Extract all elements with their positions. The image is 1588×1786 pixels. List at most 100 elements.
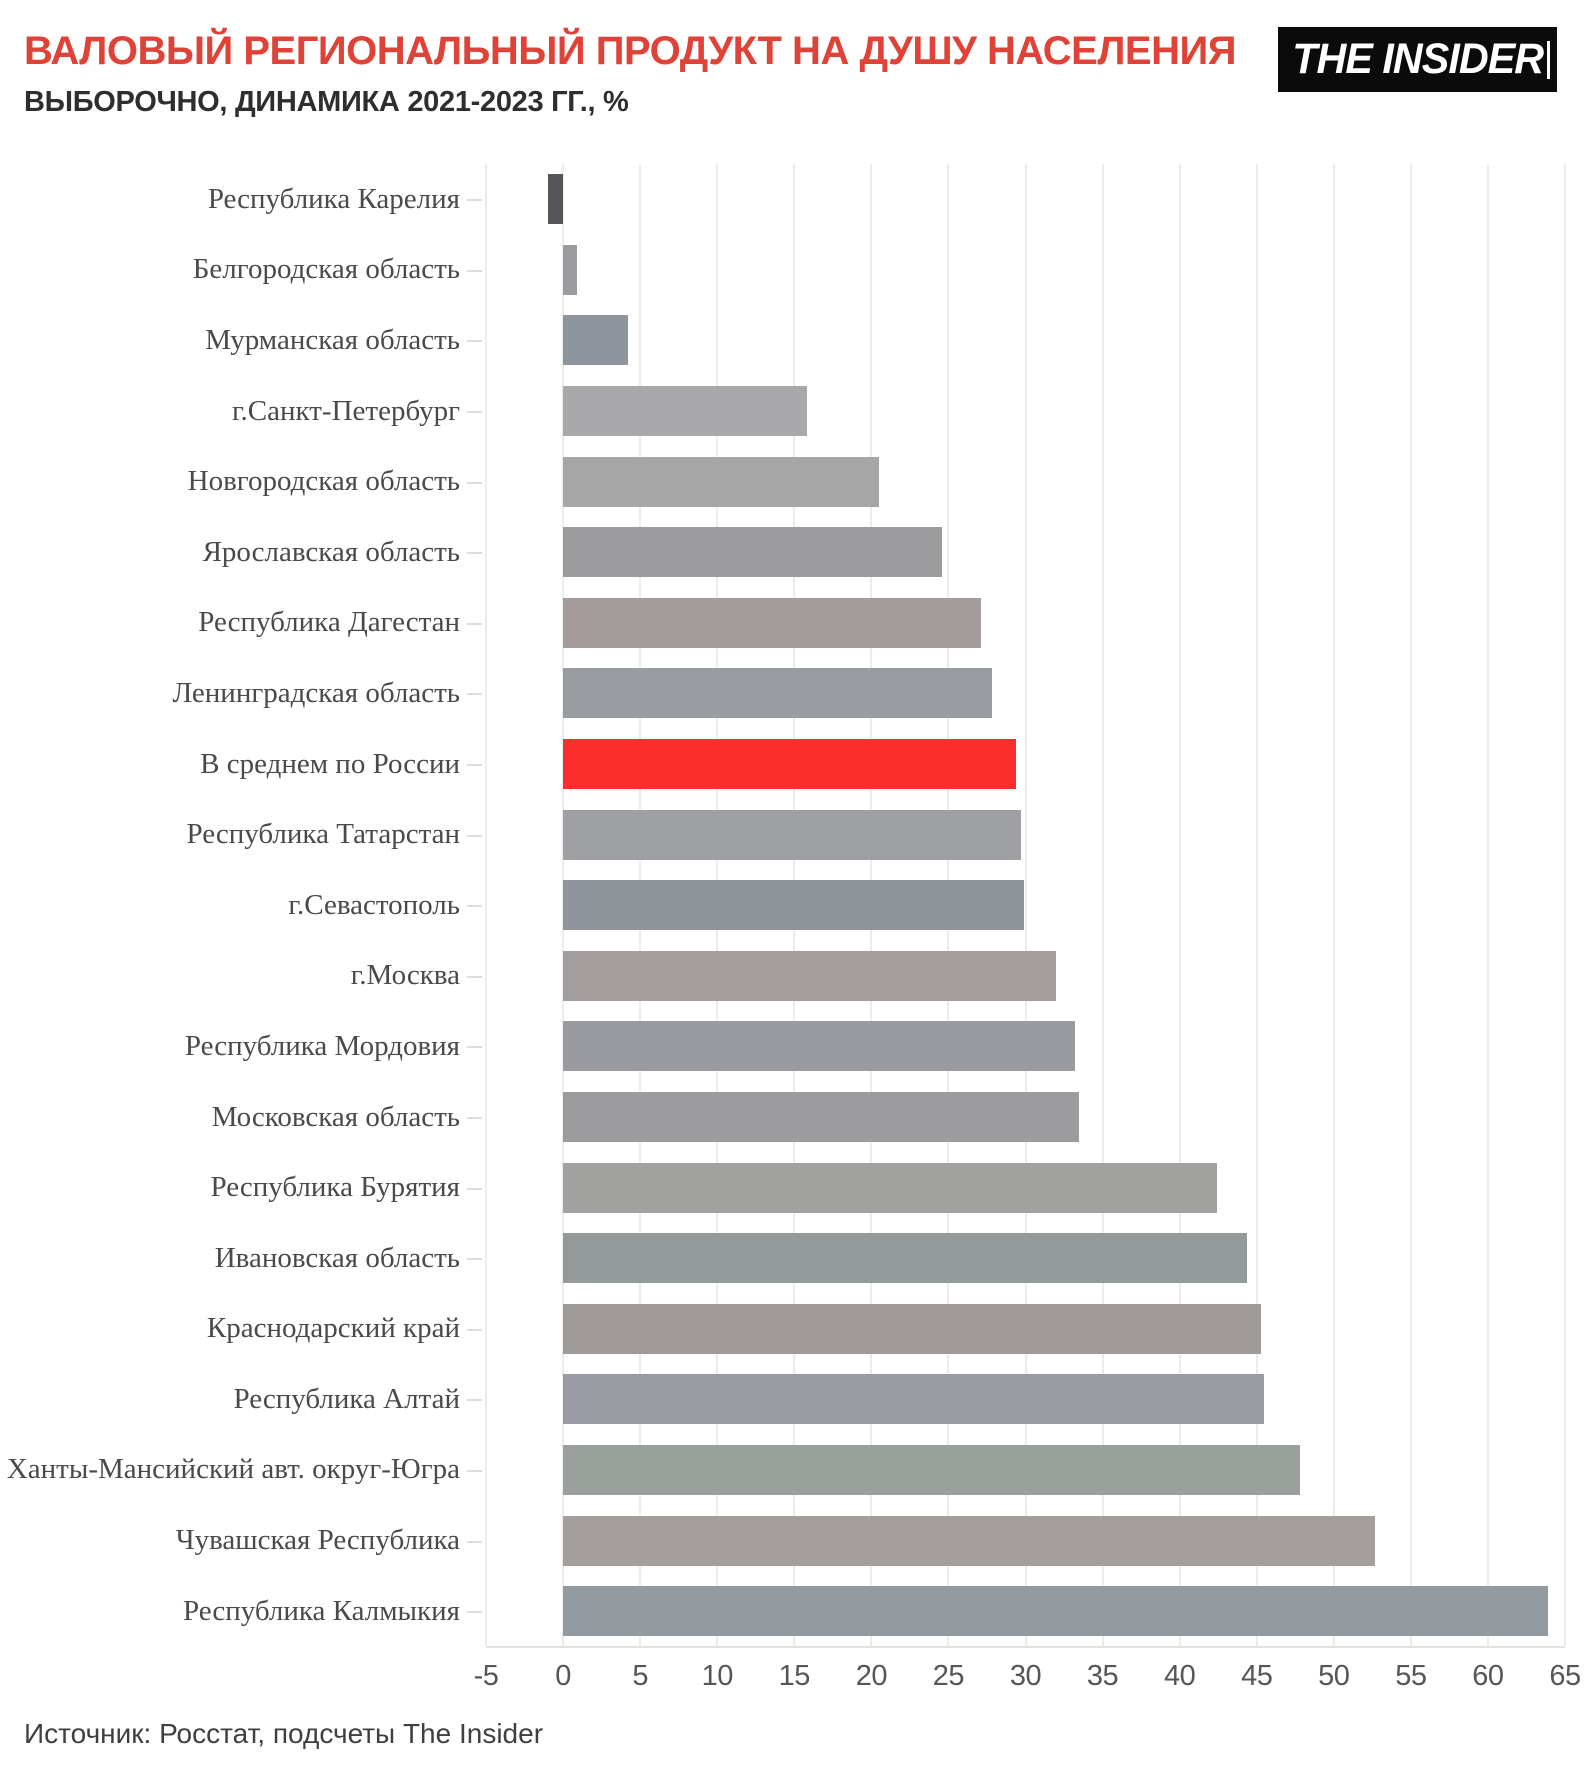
- category-label: Белгородская область: [0, 235, 486, 306]
- bar: [563, 668, 992, 719]
- category-tick-dash: [467, 834, 482, 837]
- gridline: [1101, 164, 1104, 1647]
- chart-row: [486, 1011, 1565, 1082]
- bar: [563, 244, 577, 295]
- category-tick-dash: [467, 1046, 482, 1049]
- gridline: [1255, 164, 1258, 1647]
- x-tick-label: 45: [1241, 1660, 1273, 1693]
- bar: [563, 597, 981, 648]
- gridline: [485, 164, 487, 1647]
- category-label: г.Москва: [0, 941, 486, 1012]
- category-label: Ивановская область: [0, 1223, 486, 1294]
- category-label: Новгородская область: [0, 446, 486, 517]
- x-tick-label: 10: [701, 1660, 734, 1693]
- chart-row: [486, 1223, 1565, 1294]
- chart-row: [486, 729, 1565, 800]
- plot-area: [485, 164, 1566, 1649]
- category-tick-dash: [467, 1258, 482, 1261]
- chart-row: [486, 1082, 1565, 1153]
- chart-title: ВАЛОВЫЙ РЕГИОНАЛЬНЫЙ ПРОДУКТ НА ДУШУ НАС…: [24, 29, 1236, 73]
- chart-subtitle: ВЫБОРОЧНО, ДИНАМИКА 2021-2023 ГГ., %: [24, 86, 629, 118]
- category-tick-dash: [467, 269, 482, 272]
- category-label: Республика Калмыкия: [0, 1576, 486, 1647]
- category-tick-dash: [467, 1328, 482, 1331]
- x-tick-label: 55: [1395, 1660, 1427, 1693]
- chart-row: [486, 799, 1565, 870]
- chart-row: [486, 1505, 1565, 1576]
- category-tick-dash: [467, 693, 482, 696]
- x-tick-label: 40: [1164, 1660, 1196, 1693]
- chart-row: [486, 1576, 1565, 1647]
- gridline: [1409, 164, 1412, 1647]
- bar: [563, 1233, 1248, 1284]
- category-tick-dash: [467, 481, 482, 484]
- category-tick-dash: [467, 1469, 482, 1472]
- chart-row: [486, 658, 1565, 729]
- bar: [563, 456, 880, 507]
- x-tick-label: 60: [1472, 1660, 1504, 1693]
- chart-row: [486, 870, 1565, 941]
- source-note: Источник: Росстат, подсчеты The Insider: [24, 1718, 544, 1750]
- bar: [563, 315, 628, 366]
- category-tick-dash: [467, 622, 482, 625]
- x-tick-label: 30: [1009, 1660, 1042, 1693]
- category-label: Краснодарский край: [0, 1294, 486, 1365]
- category-label: Республика Бурятия: [0, 1152, 486, 1223]
- header: ВАЛОВЫЙ РЕГИОНАЛЬНЫЙ ПРОДУКТ НА ДУШУ НАС…: [0, 0, 1588, 120]
- bar: [563, 1162, 1217, 1213]
- x-tick-label: 20: [855, 1660, 888, 1693]
- category-tick-dash: [467, 1540, 482, 1543]
- category-label: Республика Карелия: [0, 164, 486, 235]
- category-tick-dash: [467, 975, 482, 978]
- chart-row: [486, 517, 1565, 588]
- bar: [547, 174, 564, 225]
- category-tick-dash: [467, 1187, 482, 1190]
- category-tick-dash: [467, 1611, 482, 1614]
- gridline: [1486, 164, 1489, 1647]
- gridline: [1024, 164, 1027, 1647]
- bar: [563, 1303, 1262, 1354]
- gridline: [1332, 164, 1335, 1647]
- category-tick-dash: [467, 552, 482, 555]
- category-tick-dash: [467, 764, 482, 767]
- x-tick-label: 0: [555, 1660, 571, 1693]
- category-label: Ярославская область: [0, 517, 486, 588]
- category-tick-dash: [467, 1399, 482, 1402]
- bar: [563, 950, 1057, 1001]
- category-tick-dash: [467, 199, 482, 202]
- the-insider-logo: THE INSIDER: [1278, 27, 1557, 92]
- x-tick-label: 15: [778, 1660, 811, 1693]
- chart-row: [486, 1435, 1565, 1506]
- category-tick-dash: [467, 905, 482, 908]
- category-label: В среднем по России: [0, 729, 486, 800]
- x-tick-label: -5: [473, 1660, 499, 1693]
- chart-row: [486, 235, 1565, 306]
- logo-rule-decor: [1547, 41, 1550, 79]
- chart-row: [486, 1294, 1565, 1365]
- category-label: Ханты-Мансийский авт. округ-Югра: [0, 1435, 486, 1506]
- chart-row: [486, 1152, 1565, 1223]
- chart-row: [486, 446, 1565, 517]
- category-label: Республика Алтай: [0, 1364, 486, 1435]
- x-tick-label: 50: [1318, 1660, 1350, 1693]
- chart-row: [486, 164, 1565, 235]
- bar: [563, 1444, 1300, 1495]
- bar: [563, 386, 807, 437]
- chart-row: [486, 305, 1565, 376]
- x-tick-label: 35: [1086, 1660, 1119, 1693]
- bar: [563, 1021, 1075, 1072]
- bar-chart: Республика Карелия Белгородская область Му…: [0, 164, 1588, 1649]
- bar: [563, 1586, 1549, 1637]
- logo-text: THE INSIDER: [1292, 35, 1544, 83]
- gridline: [1178, 164, 1181, 1647]
- x-tick-label: 65: [1549, 1660, 1581, 1693]
- category-label: Чувашская Республика: [0, 1505, 486, 1576]
- chart-row: [486, 1364, 1565, 1435]
- category-label: г.Санкт-Петербург: [0, 376, 486, 447]
- category-label: Мурманская область: [0, 305, 486, 376]
- x-tick-label: 25: [932, 1660, 965, 1693]
- gridline: [1564, 164, 1566, 1647]
- category-tick-dash: [467, 411, 482, 414]
- bar: [563, 1515, 1376, 1566]
